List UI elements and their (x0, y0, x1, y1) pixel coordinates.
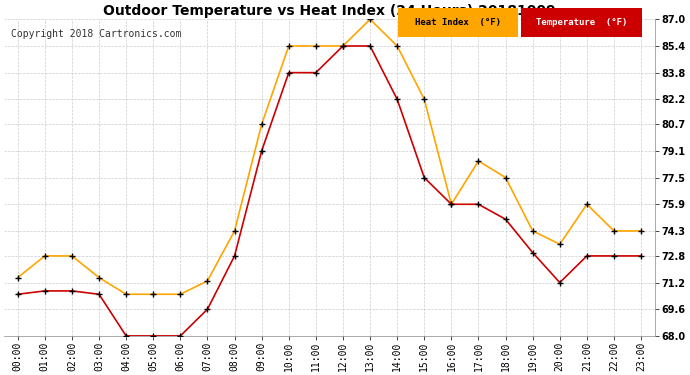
Text: Temperature  (°F): Temperature (°F) (535, 18, 627, 27)
Title: Outdoor Temperature vs Heat Index (24 Hours) 20181009: Outdoor Temperature vs Heat Index (24 Ho… (103, 4, 555, 18)
FancyBboxPatch shape (521, 8, 642, 37)
FancyBboxPatch shape (397, 8, 518, 37)
Text: Copyright 2018 Cartronics.com: Copyright 2018 Cartronics.com (10, 29, 181, 39)
Text: Heat Index  (°F): Heat Index (°F) (415, 18, 501, 27)
